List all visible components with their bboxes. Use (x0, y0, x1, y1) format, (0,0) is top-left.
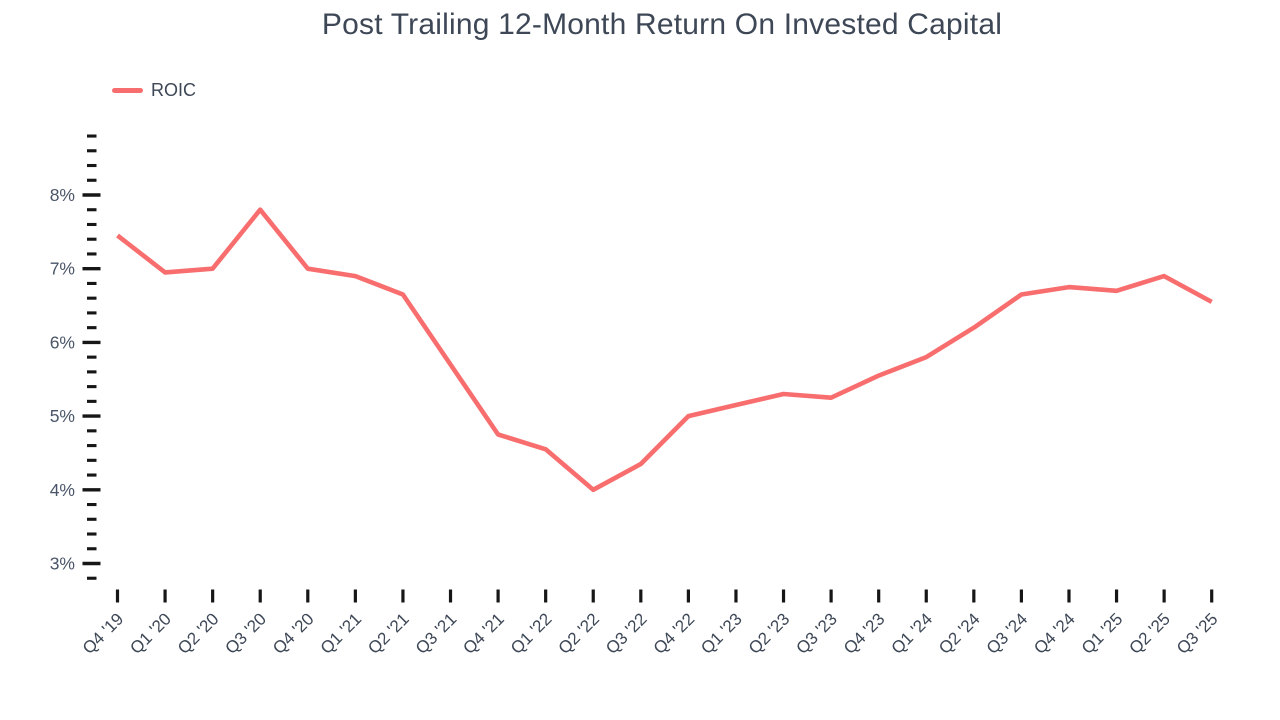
x-tick-label: Q3 '24 (983, 609, 1031, 657)
legend-series-label: ROIC (151, 80, 196, 100)
y-tick-label: 4% (50, 480, 75, 500)
x-tick-label: Q3 '22 (602, 609, 650, 657)
legend: ROIC (112, 80, 196, 101)
x-tick-label: Q4 '23 (840, 609, 888, 657)
x-tick-label: Q2 '25 (1125, 609, 1173, 657)
x-tick-label: Q1 '21 (317, 609, 365, 657)
x-tick-label: Q4 '22 (650, 609, 698, 657)
x-tick-label: Q4 '20 (269, 609, 317, 657)
x-tick-label: Q3 '20 (222, 609, 270, 657)
x-tick-label: Q4 '21 (459, 609, 507, 657)
x-tick-label: Q2 '21 (364, 609, 412, 657)
x-axis: Q4 '19 Q1 '20 Q2 '20 Q3 '20 Q4 '20 Q1 '21 Q2 '… (79, 589, 1222, 658)
roic-line (116, 207, 1213, 493)
x-tick-label: Q1 '25 (1078, 609, 1126, 657)
x-tick-label: Q2 '24 (935, 609, 983, 657)
y-tick-label: 7% (50, 259, 75, 279)
legend-line-swatch-icon (112, 88, 143, 93)
y-axis: 3% 4% 5% 6% 7% 8% (50, 134, 101, 580)
y-tick-label: 3% (50, 554, 75, 574)
roic-series-line (116, 207, 1213, 493)
y-tick-label: 8% (50, 185, 75, 205)
x-tick-label: Q4 '24 (1030, 609, 1078, 657)
x-tick-label: Q1 '22 (507, 609, 555, 657)
x-tick-label: Q1 '24 (888, 609, 936, 657)
x-tick-label: Q2 '23 (745, 609, 793, 657)
x-tick-label: Q3 '25 (1173, 609, 1221, 657)
chart-title: Post Trailing 12-Month Return On Investe… (321, 8, 1003, 41)
y-tick-label: 6% (50, 332, 75, 352)
x-tick-label: Q2 '22 (555, 609, 603, 657)
x-tick-label: Q3 '21 (412, 609, 460, 657)
x-tick-label: Q3 '23 (792, 609, 840, 657)
y-tick-label: 5% (50, 406, 75, 426)
x-tick-label: Q4 '19 (79, 609, 127, 657)
x-tick-label: Q1 '20 (126, 609, 174, 657)
x-tick-label: Q1 '23 (697, 609, 745, 657)
x-tick-label: Q2 '20 (174, 609, 222, 657)
